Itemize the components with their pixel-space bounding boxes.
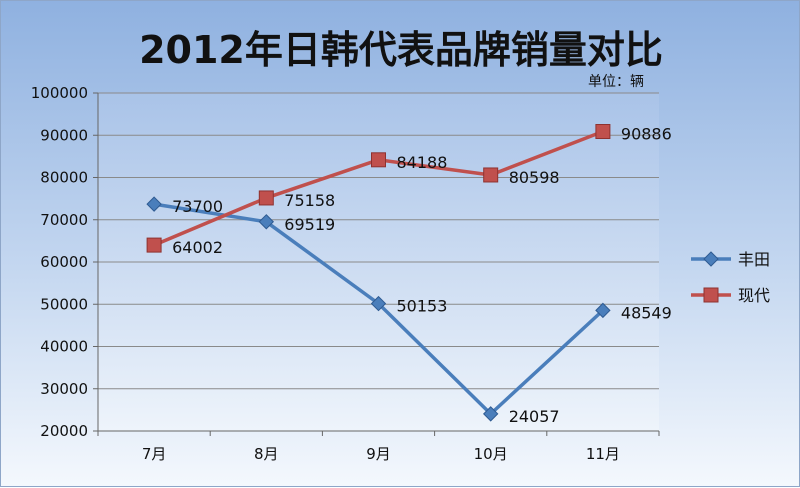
data-point-hyundai xyxy=(146,237,162,253)
y-tick-label: 100000 xyxy=(31,84,88,102)
y-tick-label: 60000 xyxy=(40,253,88,271)
y-tick-label: 40000 xyxy=(40,338,88,356)
data-point-toyota xyxy=(595,302,611,319)
data-labels: 73700 69519 50153 24057 48549 64002 75158 84188… xyxy=(172,125,672,426)
legend-marker-hyundai xyxy=(703,287,719,303)
x-tick-label: 11月 xyxy=(586,445,620,463)
y-tick-label: 90000 xyxy=(40,126,88,144)
data-point-toyota xyxy=(482,406,499,422)
unit-label: 单位：辆 xyxy=(588,74,644,90)
x-tick-label: 9月 xyxy=(366,445,391,463)
y-tick-label: 30000 xyxy=(40,380,88,398)
data-label-toyota: 48549 xyxy=(621,303,672,322)
chart-title: 2012年日韩代表品牌销量对比 xyxy=(139,28,663,72)
legend-label-toyota: 丰田 xyxy=(738,250,770,269)
data-label-hyundai: 80598 xyxy=(509,168,560,187)
y-tick-label: 50000 xyxy=(40,295,88,313)
series-layer xyxy=(146,124,611,422)
data-label-hyundai: 64002 xyxy=(172,238,223,257)
data-point-toyota xyxy=(258,214,275,230)
x-tick-label: 10月 xyxy=(474,445,508,463)
x-tick-label: 8月 xyxy=(254,445,279,463)
data-label-hyundai: 90886 xyxy=(621,125,672,144)
y-tick-label: 80000 xyxy=(40,169,88,187)
y-tick-label: 70000 xyxy=(40,211,88,229)
x-tick-label: 7月 xyxy=(142,445,167,463)
data-point-hyundai xyxy=(595,124,611,140)
legend-label-hyundai: 现代 xyxy=(738,286,770,305)
legend-marker-toyota xyxy=(703,251,719,267)
data-label-toyota: 50153 xyxy=(397,297,448,316)
data-point-hyundai xyxy=(371,152,386,168)
data-point-hyundai xyxy=(483,167,499,183)
data-label-toyota: 24057 xyxy=(509,407,560,426)
data-label-hyundai: 75158 xyxy=(284,191,335,210)
y-tick-label: 20000 xyxy=(40,422,88,440)
data-label-toyota: 69519 xyxy=(284,215,335,234)
axes: 20000 30000 40000 50000 60000 70000 80000 90000… xyxy=(31,84,660,463)
data-label-toyota: 73700 xyxy=(172,197,223,216)
data-point-toyota xyxy=(370,295,387,312)
data-point-hyundai xyxy=(258,190,274,206)
data-label-hyundai: 84188 xyxy=(397,153,448,172)
data-point-toyota xyxy=(146,196,162,212)
